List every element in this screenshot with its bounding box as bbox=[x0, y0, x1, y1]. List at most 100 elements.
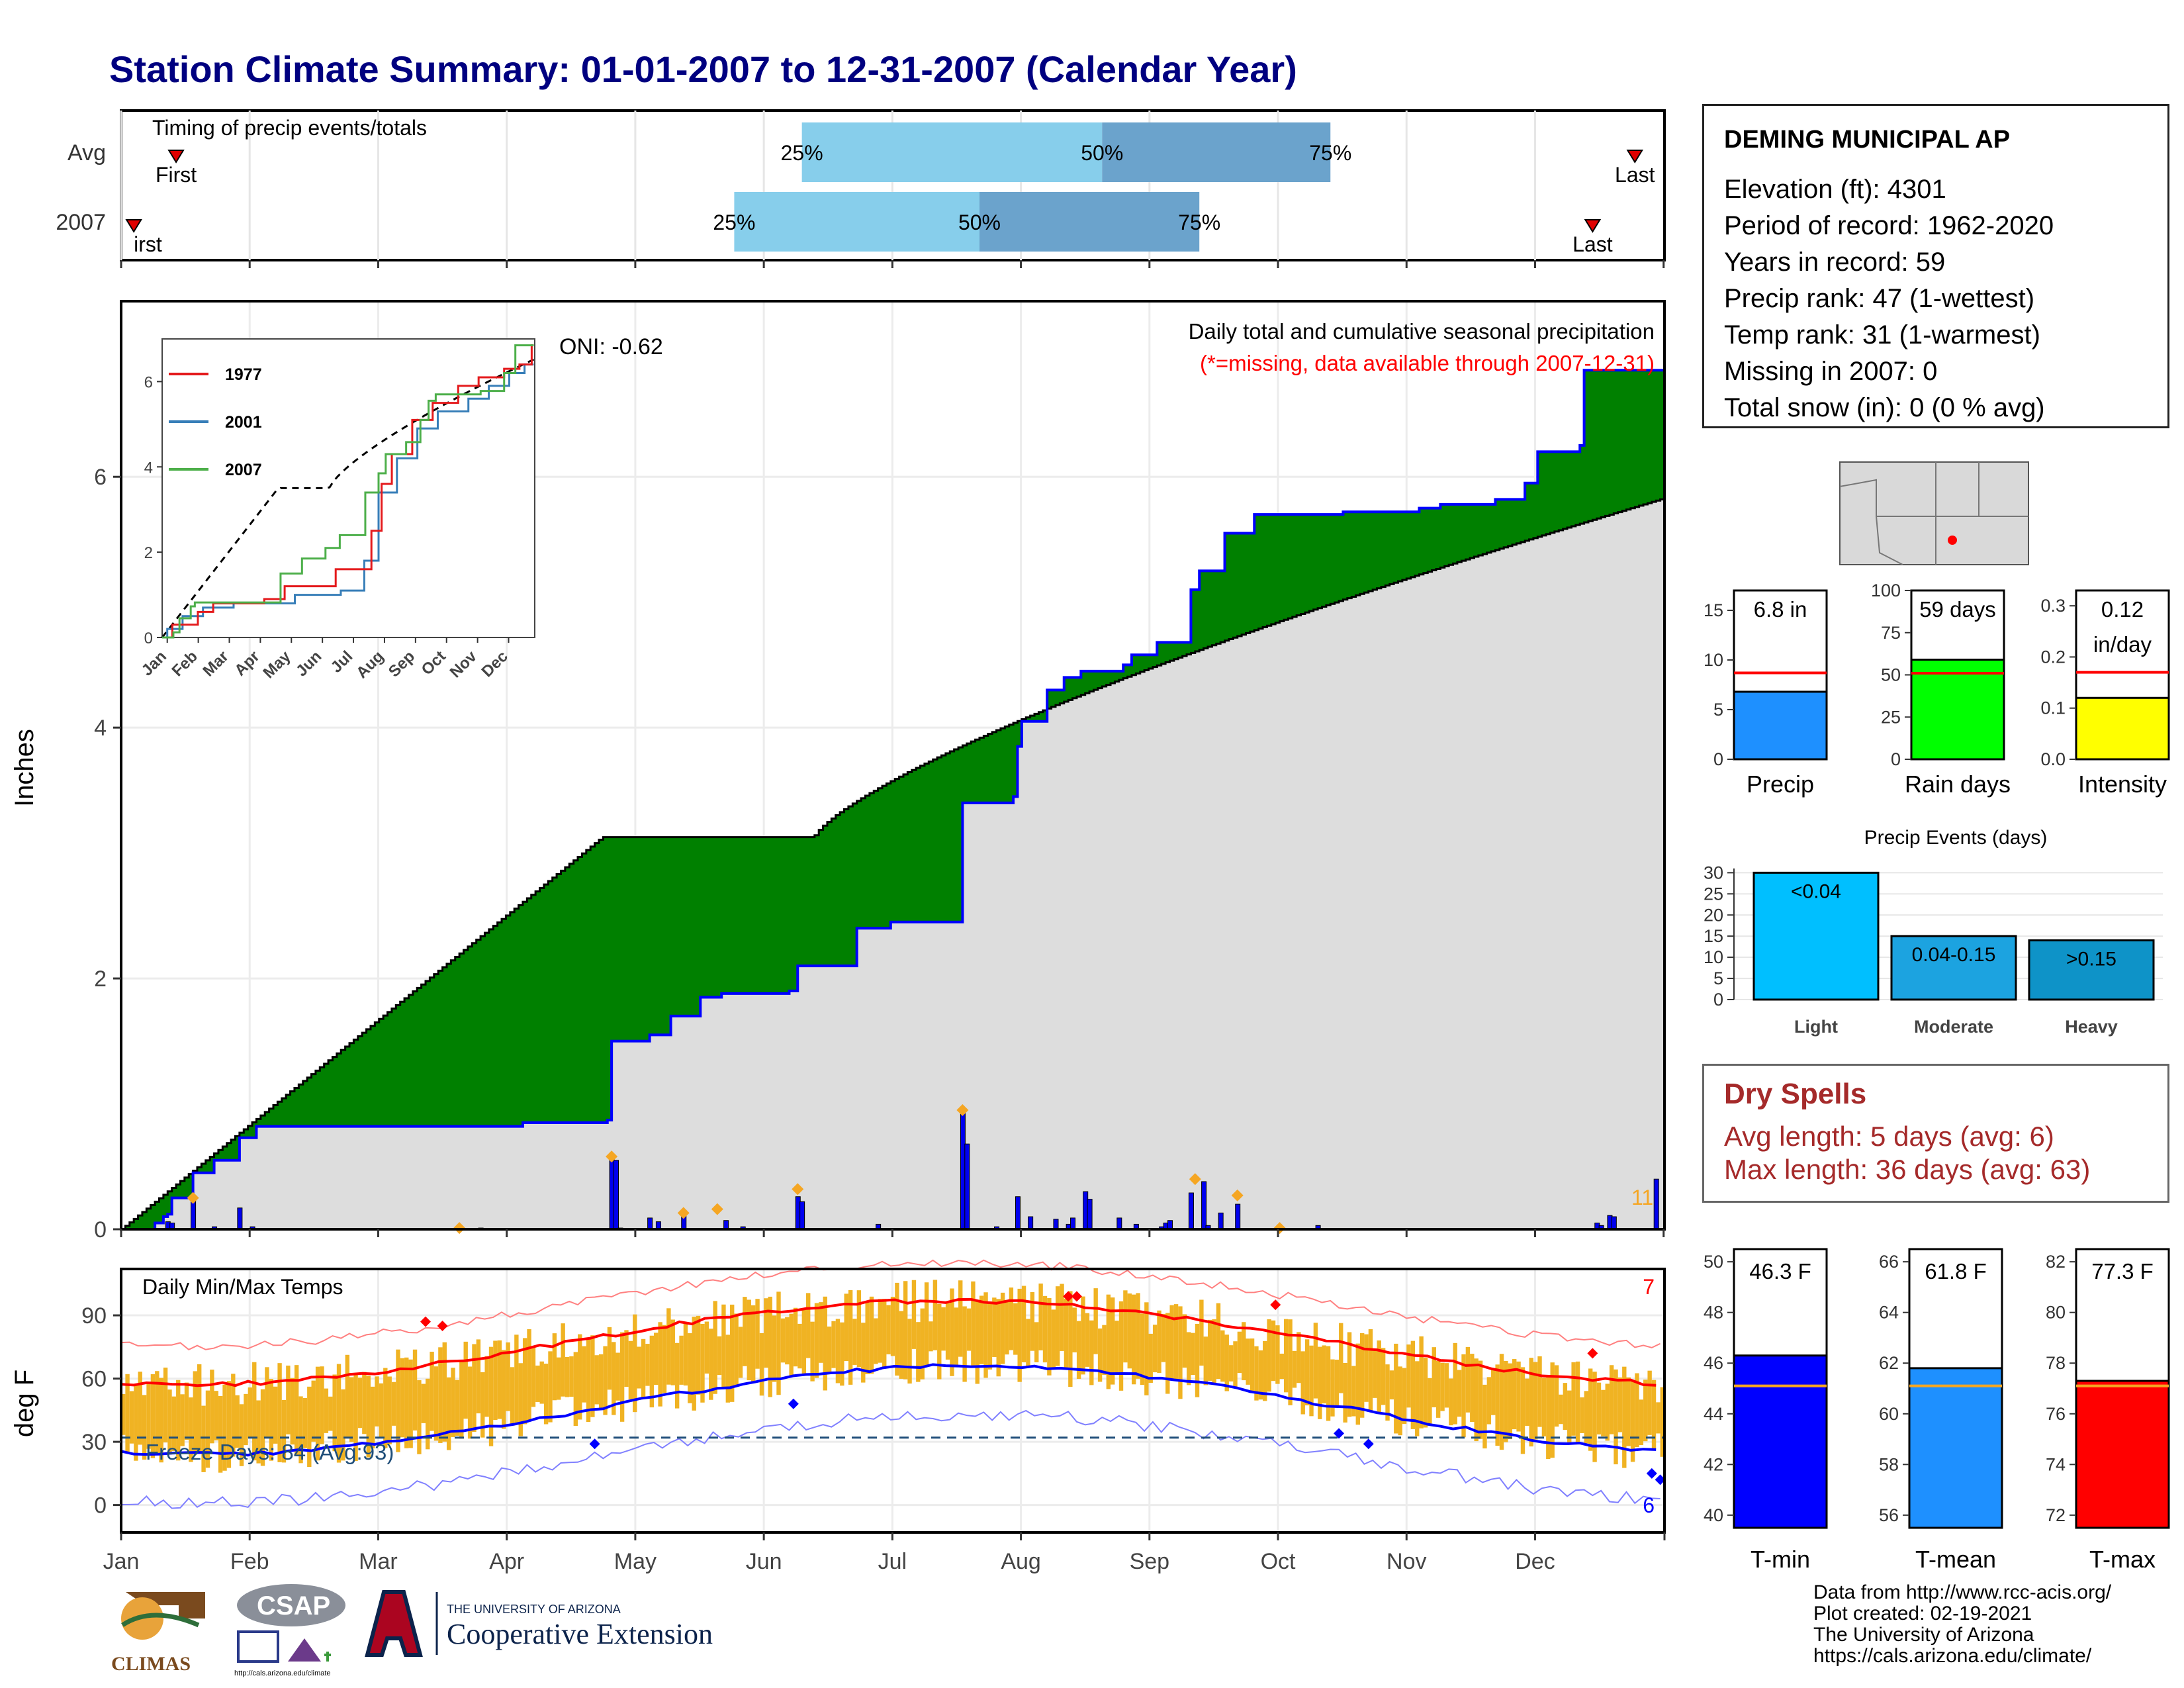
last-event-label: Last bbox=[1615, 163, 1655, 187]
daily-temp-range-bar bbox=[1410, 1340, 1416, 1429]
daily-temp-range-bar bbox=[924, 1282, 929, 1366]
first-event-label: irst bbox=[134, 232, 162, 256]
daily-temp-range-bar bbox=[459, 1360, 464, 1439]
credit-university: The University of Arizona bbox=[1813, 1624, 2034, 1646]
daily-temp-range-bar bbox=[302, 1397, 308, 1448]
daily-temp-range-bar bbox=[730, 1304, 735, 1402]
daily-temp-range-bar bbox=[641, 1338, 646, 1399]
daily-temp-range-bar bbox=[134, 1383, 138, 1461]
daily-temp-range-bar bbox=[1030, 1291, 1035, 1351]
daily-temp-range-bar bbox=[1499, 1354, 1504, 1450]
daily-temp-range-bar bbox=[814, 1303, 819, 1378]
daily-temp-range-bar bbox=[163, 1367, 168, 1442]
daily-temp-range-bar bbox=[552, 1333, 557, 1401]
daily-temp-range-bar bbox=[1258, 1350, 1263, 1400]
daily-temp-range-bar bbox=[531, 1346, 536, 1407]
daily-temp-range-bar bbox=[1131, 1294, 1136, 1385]
daily-temp-range-bar bbox=[472, 1344, 477, 1432]
temp-summary-y-tick-label: 56 bbox=[1879, 1505, 1899, 1525]
daily-temp-range-bar bbox=[1639, 1399, 1644, 1446]
daily-temp-range-bar bbox=[557, 1357, 561, 1400]
daily-temp-range-bar bbox=[801, 1308, 807, 1375]
precip-corner-count: 11 bbox=[1631, 1186, 1653, 1209]
daily-temp-range-bar bbox=[408, 1359, 413, 1448]
daily-temp-range-bar bbox=[1242, 1322, 1246, 1381]
temp-summary-y-tick-label: 76 bbox=[2046, 1404, 2066, 1424]
daily-temp-range-bar bbox=[1051, 1309, 1056, 1368]
temp-month-label: Nov bbox=[1387, 1549, 1426, 1574]
precip-event-marker bbox=[606, 1150, 618, 1163]
temp-summary-y-tick-label: 50 bbox=[1704, 1252, 1723, 1272]
temp-month-label: Jun bbox=[746, 1549, 782, 1574]
daily-temp-range-bar bbox=[1005, 1299, 1009, 1355]
daily-temp-range-bar bbox=[235, 1395, 240, 1448]
daily-temp-range-bar bbox=[1567, 1390, 1572, 1442]
daily-temp-range-bar bbox=[1246, 1338, 1250, 1385]
daily-temp-range-bar bbox=[806, 1293, 811, 1358]
daily-temp-range-bar bbox=[886, 1305, 891, 1354]
precip-y-axis-label: Inches bbox=[10, 729, 39, 807]
station-info-box: DEMING MUNICIPAL AP Elevation (ft): 4301… bbox=[1702, 104, 2169, 428]
daily-temp-range-bar bbox=[1651, 1380, 1657, 1449]
daily-temp-range-bar bbox=[840, 1322, 844, 1386]
daily-temp-range-bar bbox=[582, 1346, 586, 1403]
daily-temp-range-bar bbox=[785, 1317, 790, 1365]
daily-temp-range-bar bbox=[269, 1379, 274, 1461]
daily-temp-range-bar bbox=[1106, 1294, 1111, 1389]
daily-temp-range-bar bbox=[451, 1368, 455, 1437]
daily-temp-range-bar bbox=[747, 1299, 751, 1381]
daily-temp-range-bar bbox=[1444, 1363, 1449, 1408]
daily-temp-range-bar bbox=[793, 1307, 798, 1367]
daily-temp-range-bar bbox=[958, 1280, 963, 1357]
inset-legend-label: 2001 bbox=[225, 413, 262, 432]
credit-plot-date: Plot created: 02-19-2021 bbox=[1813, 1603, 2032, 1624]
daily-temp-range-bar bbox=[1516, 1361, 1521, 1432]
temp-summary-value-label: 77.3 F bbox=[2091, 1259, 2154, 1284]
events-y-tick-label: 15 bbox=[1704, 926, 1723, 946]
daily-temp-range-bar bbox=[1097, 1328, 1103, 1382]
temp-summary-bar bbox=[1908, 1367, 2003, 1529]
daily-temp-range-bar bbox=[176, 1380, 181, 1461]
record-high-marker bbox=[437, 1320, 448, 1331]
daily-precip-bar bbox=[1218, 1212, 1224, 1230]
record-low-marker bbox=[1655, 1474, 1666, 1485]
daily-temp-range-bar bbox=[578, 1334, 582, 1420]
daily-temp-range-bar bbox=[1157, 1310, 1161, 1374]
daily-temp-range-bar bbox=[856, 1290, 862, 1368]
daily-temp-range-bar bbox=[324, 1388, 329, 1433]
summary-y-tick-label: 0.1 bbox=[2040, 698, 2066, 718]
daily-temp-range-bar bbox=[1034, 1322, 1039, 1362]
daily-temp-range-bar bbox=[1203, 1336, 1208, 1385]
daily-temp-range-bar bbox=[721, 1304, 726, 1389]
daily-precip-bar bbox=[647, 1217, 653, 1230]
daily-temp-range-bar bbox=[1525, 1378, 1529, 1426]
record-low-marker bbox=[589, 1438, 600, 1450]
daily-temp-range-bar bbox=[426, 1378, 430, 1450]
daily-temp-range-bar bbox=[561, 1323, 565, 1397]
daily-temp-range-bar bbox=[992, 1297, 997, 1357]
daily-temp-range-bar bbox=[1601, 1389, 1606, 1436]
daily-temp-range-bar bbox=[438, 1347, 443, 1443]
event-category-label: Heavy bbox=[2065, 1017, 2118, 1037]
events-panel-title: Precip Events (days) bbox=[1864, 827, 2048, 849]
daily-temp-range-bar bbox=[1254, 1346, 1259, 1401]
daily-temp-range-bar bbox=[1085, 1313, 1090, 1367]
daily-temp-range-bar bbox=[1529, 1358, 1533, 1447]
daily-temp-range-bar bbox=[899, 1311, 903, 1379]
timing-q50-label: 50% bbox=[958, 211, 1001, 234]
daily-temp-range-bar bbox=[780, 1318, 786, 1363]
daily-temp-range-bar bbox=[1415, 1361, 1420, 1436]
daily-temp-range-bar bbox=[138, 1372, 142, 1445]
daily-temp-range-bar bbox=[480, 1372, 485, 1438]
daily-temp-range-bar bbox=[146, 1383, 151, 1449]
daily-temp-range-bar bbox=[1000, 1292, 1005, 1364]
daily-temp-range-bar bbox=[1060, 1284, 1064, 1351]
timing-q25-label: 25% bbox=[713, 211, 755, 234]
daily-temp-range-bar bbox=[1173, 1304, 1179, 1380]
climas-logo-graphic: CLIMAS bbox=[111, 1592, 205, 1675]
inset-legend-label: 1977 bbox=[225, 365, 262, 384]
temp-summary-y-tick-label: 82 bbox=[2046, 1252, 2066, 1272]
daily-temp-range-bar bbox=[649, 1335, 655, 1408]
summary-bar bbox=[2075, 696, 2170, 761]
